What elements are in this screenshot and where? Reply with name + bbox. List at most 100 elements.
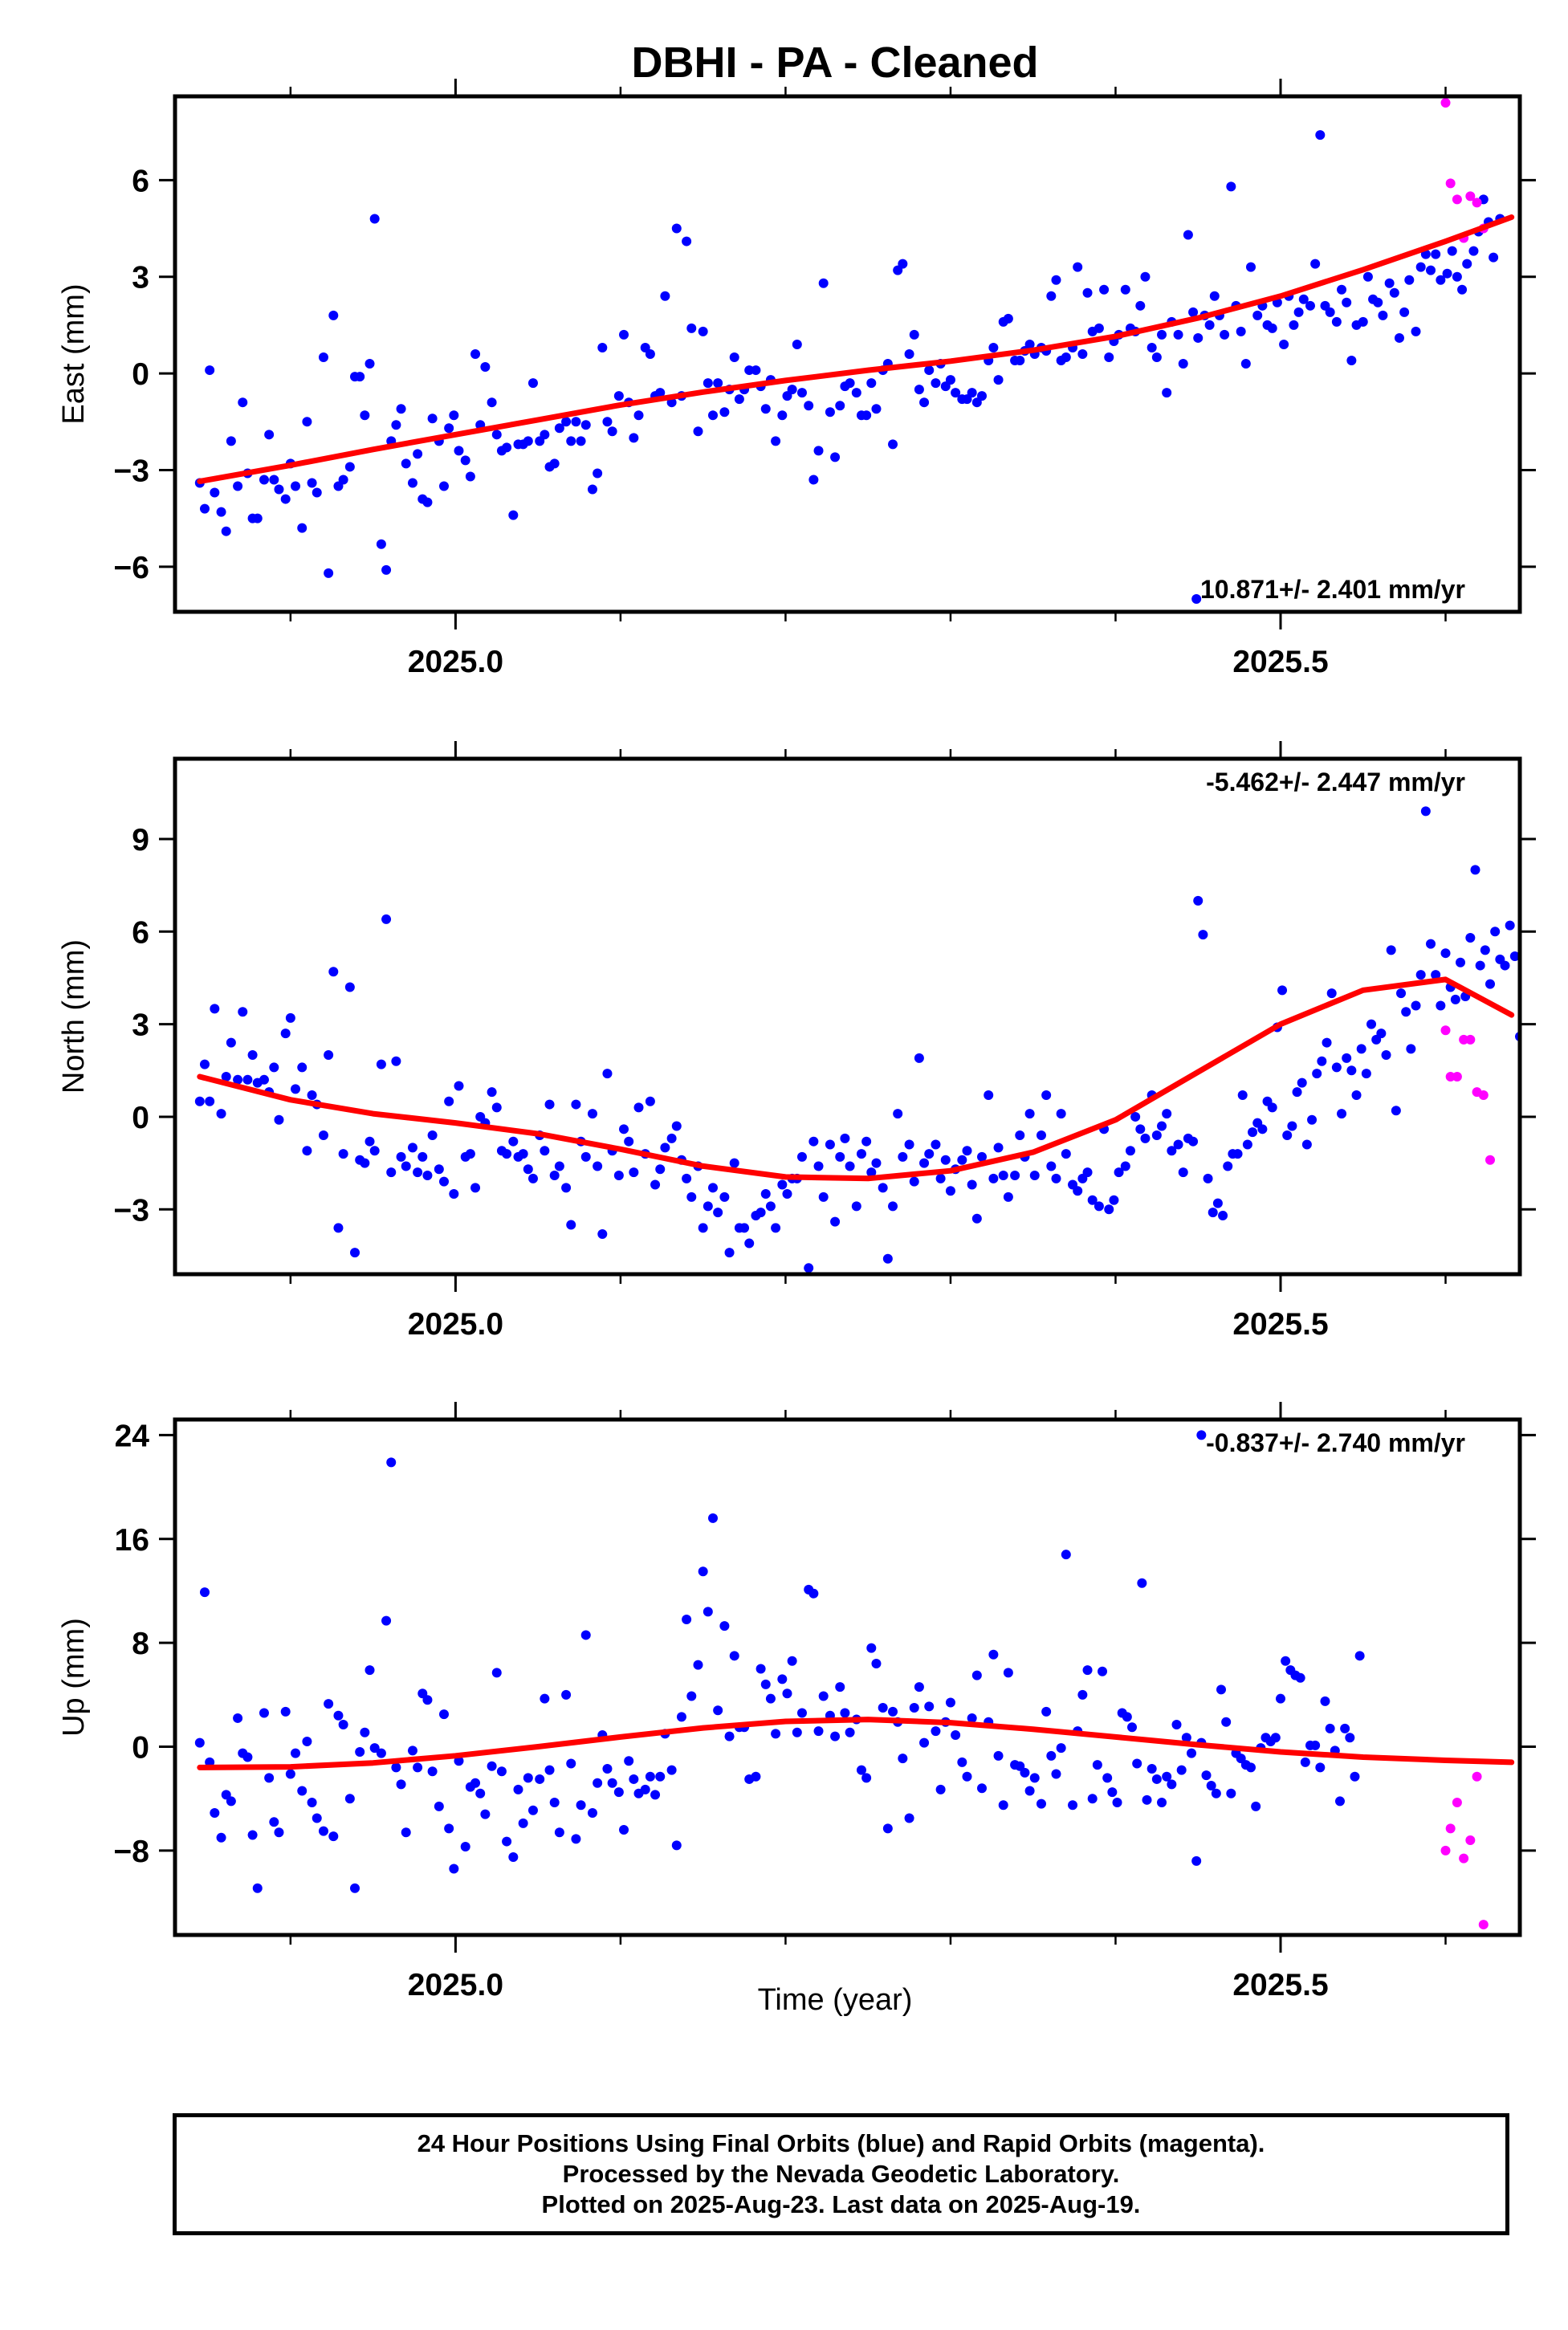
final-orbit-point: [698, 326, 708, 336]
final-orbit-point: [962, 1771, 972, 1782]
final-orbit-point: [1436, 1000, 1446, 1011]
final-orbit-point: [1092, 1760, 1102, 1770]
final-orbit-point: [1137, 1578, 1147, 1588]
rapid-orbit-point: [1465, 1034, 1476, 1045]
panel-up: 2025.0 2025.5 −8 0 8 16 24 Up (mm) -0.837+/- 2.7…: [57, 1402, 1536, 2002]
final-orbit-point: [878, 1703, 888, 1713]
final-orbit-point: [1485, 979, 1496, 989]
final-orbit-point: [856, 1149, 866, 1159]
final-orbit-point: [993, 1750, 1004, 1761]
final-orbit-point: [233, 1713, 243, 1723]
final-orbit-point: [1041, 1706, 1052, 1717]
final-orbit-point: [1340, 1723, 1350, 1733]
final-orbit-point: [413, 1167, 423, 1178]
final-orbit-point: [777, 1179, 788, 1190]
final-orbit-point: [1279, 339, 1289, 349]
final-orbit-point: [888, 1706, 898, 1717]
final-orbit-point: [233, 1074, 243, 1085]
final-orbit-point: [297, 1062, 307, 1073]
plot-frame: [173, 94, 1522, 614]
final-orbit-point: [993, 1143, 1004, 1153]
final-orbit-point: [1073, 262, 1083, 272]
final-orbit-point: [1399, 307, 1410, 317]
final-orbit-point: [247, 1050, 258, 1061]
final-orbit-point: [624, 1756, 634, 1766]
final-orbit-point: [549, 1798, 560, 1808]
final-orbit-point: [1122, 1712, 1132, 1722]
final-orbit-point: [350, 1883, 360, 1893]
final-orbit-point: [597, 1229, 608, 1240]
final-orbit-point: [724, 1731, 735, 1741]
final-orbit-point: [597, 342, 608, 352]
final-orbit-point: [904, 1139, 914, 1150]
plot-panels: 2025.0 2025.5 −6 −3 0 3 6 East (mm) 10.871+/- 2.…: [57, 79, 1536, 2002]
final-orbit-point: [1232, 1149, 1243, 1159]
final-orbit-point: [470, 1778, 481, 1788]
final-orbit-point: [1480, 945, 1490, 955]
final-orbit-point: [205, 1096, 215, 1106]
final-orbit-point: [401, 1827, 411, 1838]
final-orbit-point: [1029, 1170, 1040, 1180]
final-orbit-point: [1140, 1133, 1151, 1143]
final-orbit-point: [1046, 1161, 1057, 1171]
final-orbit-point: [1277, 985, 1288, 996]
final-orbit-point: [1411, 1000, 1421, 1011]
final-orbit-point: [693, 1660, 703, 1670]
final-orbit-point: [914, 1682, 924, 1693]
final-orbit-point: [796, 1708, 807, 1718]
final-orbit-point: [871, 404, 882, 414]
final-orbit-point: [1120, 1161, 1130, 1171]
final-orbit-point: [1356, 1044, 1366, 1054]
final-orbit-point: [1191, 593, 1202, 604]
final-orbit-point: [593, 1161, 603, 1171]
final-orbit-point: [312, 1813, 322, 1823]
final-orbit-point: [1342, 1053, 1352, 1063]
final-orbit-point: [1146, 1764, 1157, 1774]
final-orbit-point: [1178, 359, 1188, 369]
final-orbit-point: [703, 1201, 713, 1212]
final-orbit-point: [1188, 1136, 1199, 1147]
final-orbit-point: [655, 1164, 666, 1175]
final-orbit-point: [386, 1167, 397, 1178]
x-tick-label: 2025.5: [1232, 1307, 1328, 1342]
final-orbit-point: [1220, 329, 1230, 340]
final-orbit-point: [1384, 278, 1395, 288]
final-orbit-point: [1298, 294, 1309, 304]
final-orbit-point: [338, 475, 348, 485]
final-orbit-point: [765, 1201, 776, 1212]
final-orbit-point: [1077, 349, 1088, 359]
final-orbit-point: [782, 1688, 792, 1699]
final-orbit-point: [381, 914, 392, 924]
final-orbit-point: [302, 1737, 312, 1747]
final-orbit-point: [324, 1050, 334, 1061]
final-orbit-point: [957, 1757, 967, 1767]
final-orbit-point: [491, 430, 502, 440]
final-orbit-point: [1041, 1090, 1052, 1101]
final-orbit-point: [1305, 300, 1315, 311]
final-orbit-point: [988, 1173, 999, 1183]
final-orbit-point: [216, 1832, 226, 1843]
final-orbit-point: [1240, 359, 1251, 369]
final-orbit-point: [835, 1682, 845, 1693]
final-orbit-point: [835, 1151, 845, 1162]
final-orbit-point: [1325, 307, 1335, 317]
final-orbit-point: [898, 1151, 908, 1162]
final-orbit-point: [318, 1826, 328, 1836]
final-orbit-point: [465, 1149, 475, 1159]
final-orbit-point: [760, 404, 771, 414]
final-orbit-point: [760, 1679, 771, 1689]
final-orbit-point: [1104, 352, 1114, 363]
final-orbit-point: [318, 352, 328, 363]
final-orbit-point: [1107, 1787, 1118, 1798]
rapid-orbit-point: [1465, 191, 1476, 202]
final-orbit-point: [1386, 945, 1396, 955]
final-orbit-point: [280, 1706, 291, 1717]
final-orbit-point: [1051, 1769, 1061, 1779]
caption-line-3: Plotted on 2025-Aug-23. Last data on 202…: [541, 2190, 1141, 2218]
final-orbit-point: [602, 1069, 613, 1079]
final-orbit-point: [302, 417, 312, 427]
final-orbit-point: [376, 1748, 386, 1758]
final-orbit-point: [1203, 1173, 1213, 1183]
final-orbit-point: [1267, 1102, 1277, 1113]
final-orbit-point: [333, 1710, 344, 1721]
